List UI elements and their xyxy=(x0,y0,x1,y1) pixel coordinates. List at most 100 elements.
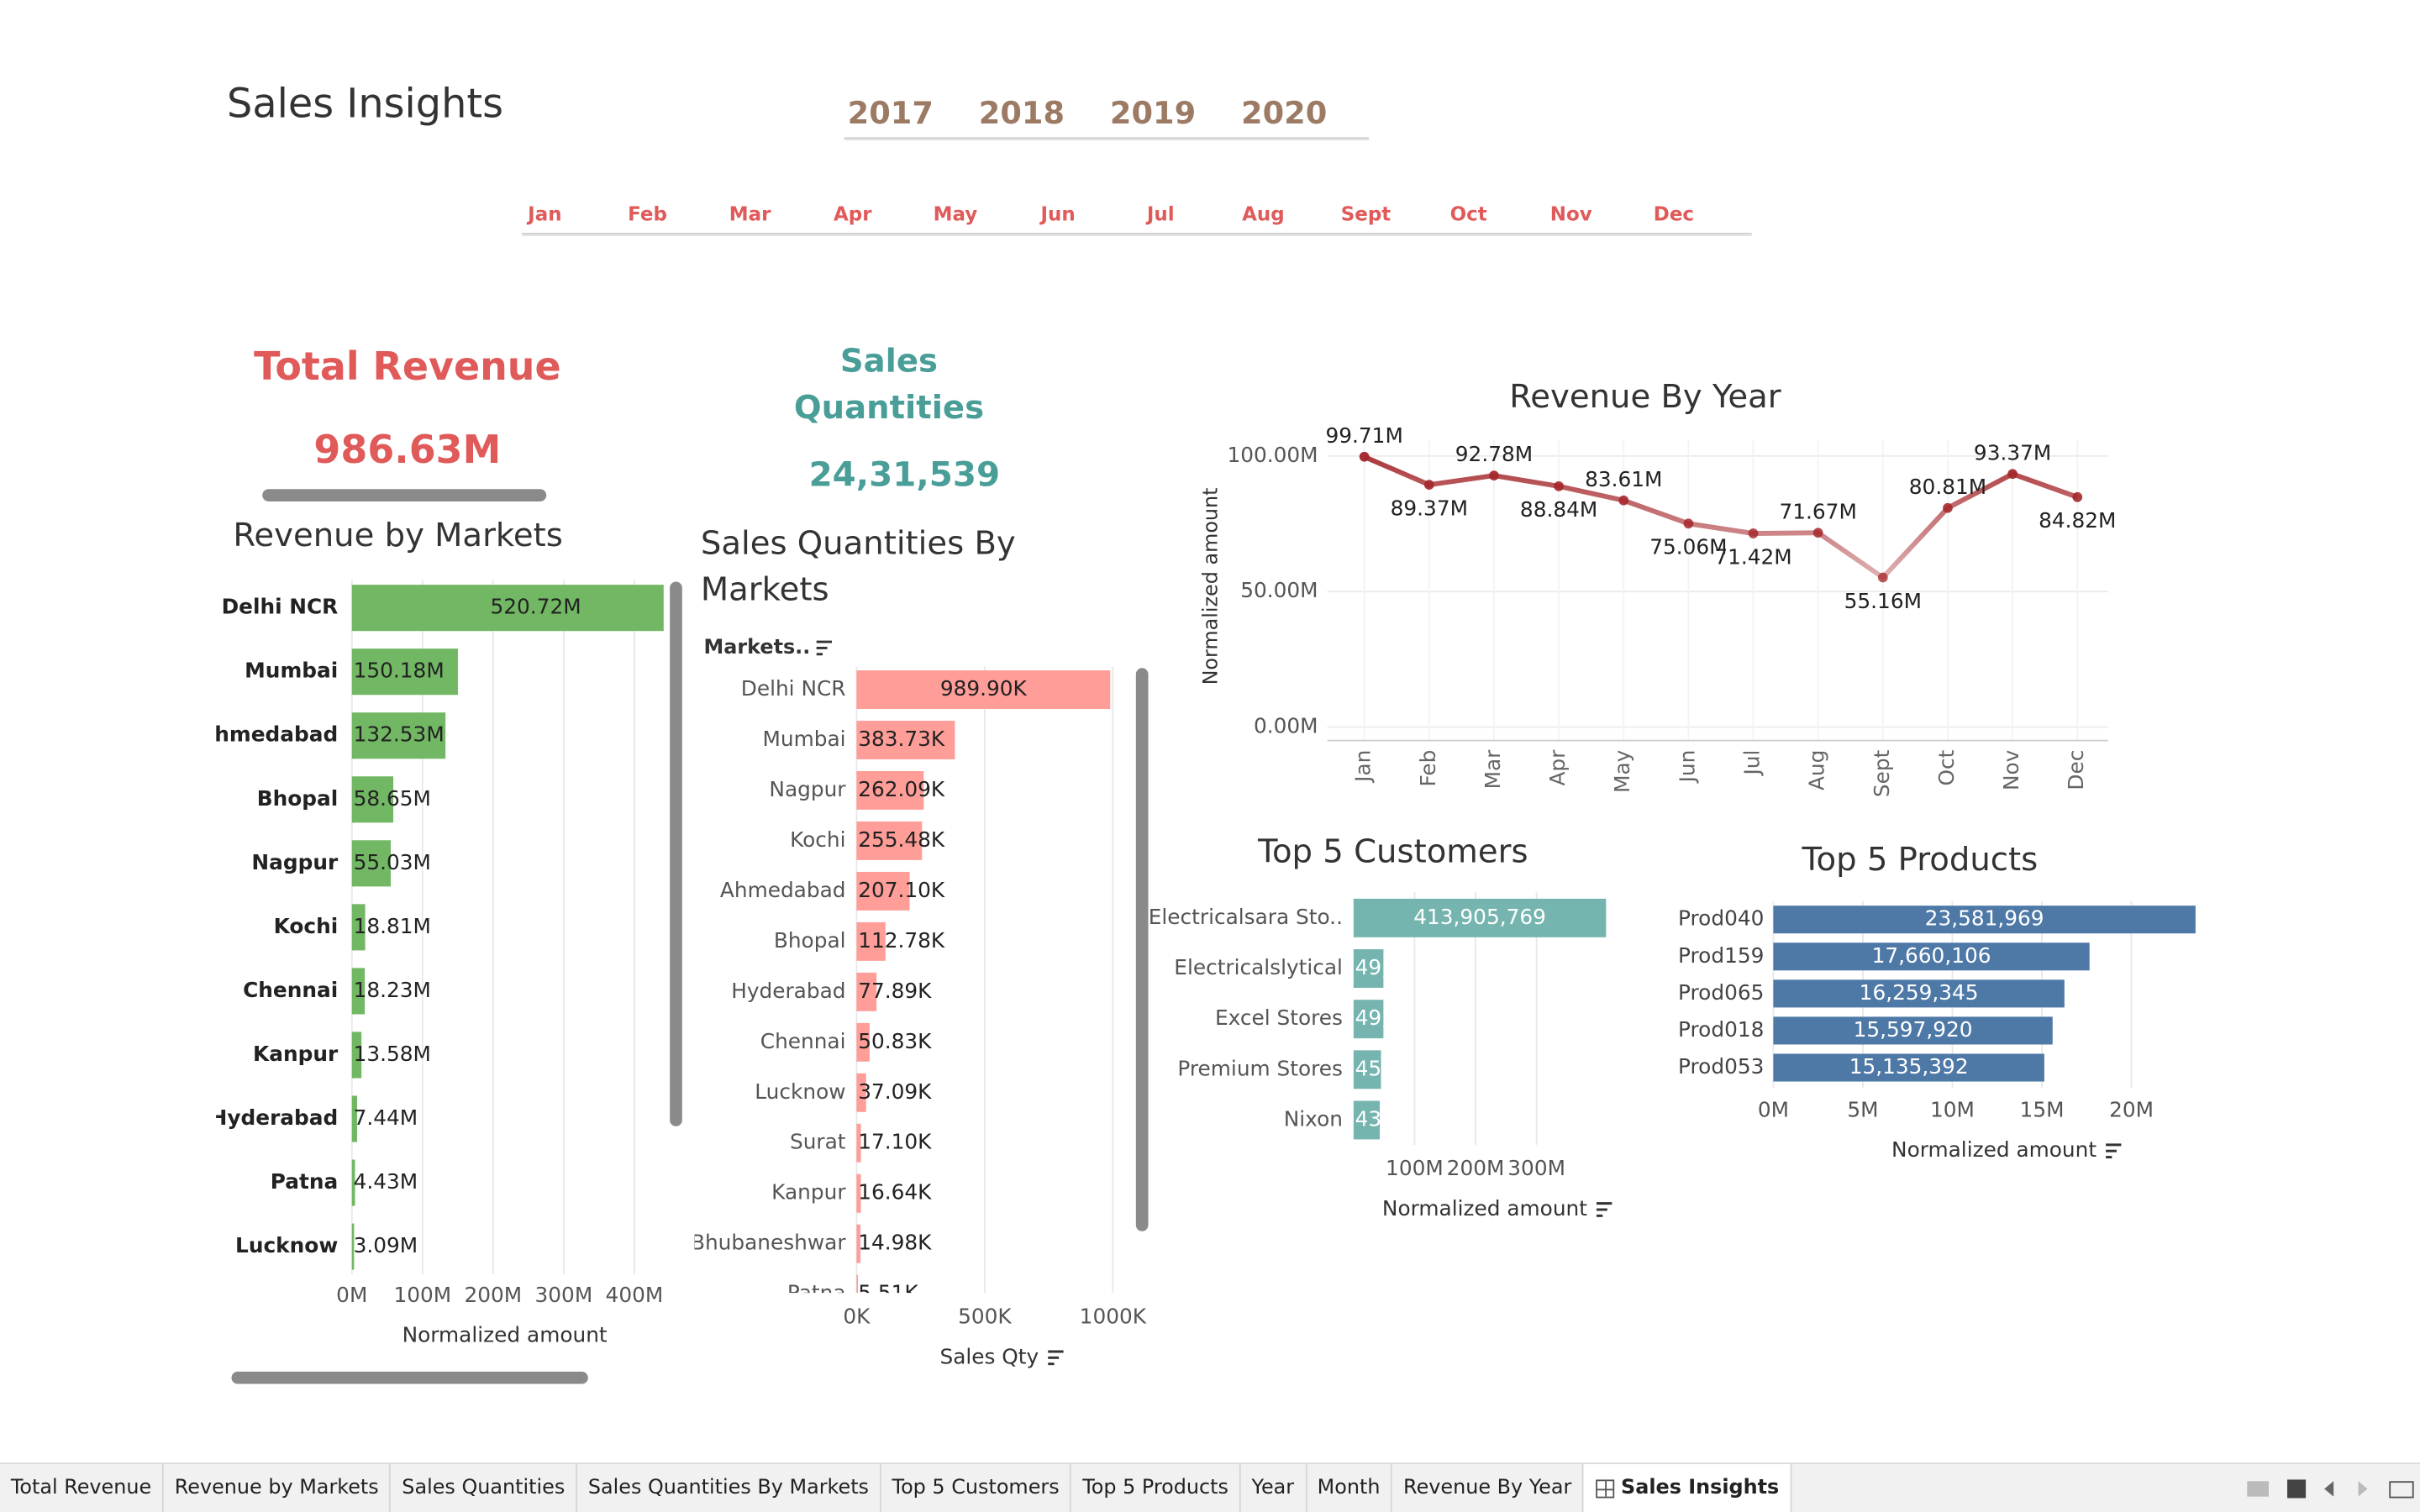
category-label: Patna xyxy=(271,1169,338,1194)
sheet-tab[interactable]: Top 5 Customers xyxy=(881,1464,1072,1512)
point xyxy=(1943,502,1953,513)
x-tick-label: 10M xyxy=(1930,1097,1975,1121)
sheet-tab[interactable]: Revenue By Year xyxy=(1392,1464,1584,1512)
month-filter[interactable]: Mar xyxy=(729,202,771,226)
category-label: Electricalslytical xyxy=(1174,955,1343,979)
value-label: 989.90K xyxy=(940,676,1028,701)
bar xyxy=(1353,898,1607,937)
row-header: Markets.. xyxy=(704,635,811,659)
sheet-tab[interactable]: Sales Quantities xyxy=(391,1464,577,1512)
chart-title: Sales Quantities By Markets xyxy=(700,524,1016,608)
year-filter[interactable]: 2017 xyxy=(847,94,934,132)
month-filter[interactable]: Jun xyxy=(1040,202,1076,226)
x-tick-label: Aug xyxy=(1805,750,1829,790)
year-filter[interactable]: 2019 xyxy=(1109,94,1197,132)
category-label: Prod159 xyxy=(1678,943,1764,968)
category-label: Premium Stores xyxy=(1177,1056,1343,1080)
category-label: Prod053 xyxy=(1678,1054,1764,1079)
month-filter[interactable]: Jul xyxy=(1146,202,1175,226)
month-filter[interactable]: Oct xyxy=(1449,202,1487,226)
category-label: Hyderabad xyxy=(731,979,845,1003)
value-label: 71.42M xyxy=(1714,544,1791,569)
x-tick-label: 0M xyxy=(336,1283,367,1307)
month-filter[interactable]: Sept xyxy=(1340,202,1392,226)
value-label: 14.98K xyxy=(858,1231,932,1255)
bar xyxy=(856,1224,860,1263)
bar xyxy=(856,1123,861,1163)
sheet-tab[interactable]: Top 5 Products xyxy=(1071,1464,1241,1512)
scrollbar[interactable] xyxy=(231,1371,588,1384)
bars: Delhi NCR 520.72M Mumbai 150.18M Ahmedabad 13… xyxy=(210,585,664,1270)
point xyxy=(1812,528,1823,538)
value-label: 413,905,769 xyxy=(1413,905,1546,929)
category-label: Hyderabad xyxy=(210,1105,339,1130)
month-filter[interactable]: Aug xyxy=(1242,202,1285,226)
kpi-value: 24,31,539 xyxy=(808,456,1001,496)
month-filter[interactable]: Jan xyxy=(528,202,562,226)
value-label: 255.48K xyxy=(858,827,945,852)
value-label: 75.06M xyxy=(1649,535,1727,559)
y-tick-label: 50.00M xyxy=(1240,578,1318,602)
month-filter[interactable]: Nov xyxy=(1549,202,1592,226)
value-label: 4.43M xyxy=(354,1169,418,1194)
year-filter[interactable]: 2018 xyxy=(978,94,1065,132)
point xyxy=(1359,451,1370,462)
category-label: Kochi xyxy=(274,914,339,938)
month-filter[interactable]: Feb xyxy=(628,202,667,226)
x-tick-label: Jul xyxy=(1740,750,1765,777)
bar xyxy=(1353,1000,1384,1039)
month-filter[interactable]: Apr xyxy=(834,202,872,226)
bar xyxy=(856,721,955,759)
value-label: 17.10K xyxy=(858,1130,932,1154)
x-tick-label: Nov xyxy=(1999,750,2023,790)
dashboard-title: Sales Insights xyxy=(227,81,503,129)
sheet-tab[interactable]: Revenue by Markets xyxy=(164,1464,392,1512)
value-label: 15,135,392 xyxy=(1849,1054,1969,1079)
bars: Delhi NCR 989.90K Mumbai 383.73K Nagpur 262.0… xyxy=(695,670,1111,1305)
category-label: Chennai xyxy=(760,1029,846,1053)
scrollbar[interactable] xyxy=(670,581,682,1126)
value-label: 112.78K xyxy=(858,928,945,953)
value-label: 520.72M xyxy=(491,595,581,619)
bar xyxy=(856,871,910,911)
value-label: 50.83K xyxy=(858,1029,932,1053)
bars: Prod040 23,581,969 Prod159 17,660,106 Prod06… xyxy=(1678,906,2196,1082)
value-label: 16.64K xyxy=(858,1180,932,1205)
month-filter[interactable]: Dec xyxy=(1653,202,1695,226)
value-label: 89.37M xyxy=(1391,496,1468,521)
x-axis-label: Normalized amount xyxy=(1891,1137,2096,1162)
value-label: 84.82M xyxy=(2039,508,2116,533)
x-tick-label: Sept xyxy=(1870,749,1894,797)
sheet-tab[interactable]: Sales Insights xyxy=(1583,1464,1791,1512)
bar xyxy=(856,1274,859,1294)
sheet-tab[interactable]: Month xyxy=(1307,1464,1393,1512)
value-label: 15,597,920 xyxy=(1854,1017,1973,1042)
category-label: Bhopal xyxy=(257,786,339,811)
bar xyxy=(351,904,366,951)
category-label: Prod040 xyxy=(1678,906,1764,931)
value-label: 55.16M xyxy=(1844,589,1922,613)
value-label: 383.73K xyxy=(858,727,945,751)
year-filter[interactable]: 2020 xyxy=(1241,94,1328,132)
value-label: 80.81M xyxy=(1909,475,1986,499)
sheet-tab[interactable]: Total Revenue xyxy=(0,1464,164,1512)
value-label: 13.58M xyxy=(354,1042,431,1066)
bar xyxy=(351,1159,355,1206)
category-label: Delhi NCR xyxy=(741,676,846,701)
bar xyxy=(1773,979,2065,1008)
point xyxy=(1489,470,1499,481)
value-label: 3.09M xyxy=(354,1233,418,1257)
sheet-tab[interactable]: Year xyxy=(1241,1464,1307,1512)
scrollbar[interactable] xyxy=(262,489,547,501)
scrollbar[interactable] xyxy=(1135,668,1149,1231)
category-label: Lucknow xyxy=(755,1079,845,1104)
point xyxy=(1554,480,1564,491)
bar xyxy=(1773,942,2090,971)
month-filter[interactable]: May xyxy=(933,202,978,226)
category-label: Nixon xyxy=(1284,1106,1343,1131)
value-label: 150.18M xyxy=(354,659,445,683)
sheet-tab[interactable]: Sales Quantities By Markets xyxy=(577,1464,881,1512)
value-label: 5.51K xyxy=(858,1281,918,1305)
kpi-label: Total Revenue xyxy=(254,344,561,389)
